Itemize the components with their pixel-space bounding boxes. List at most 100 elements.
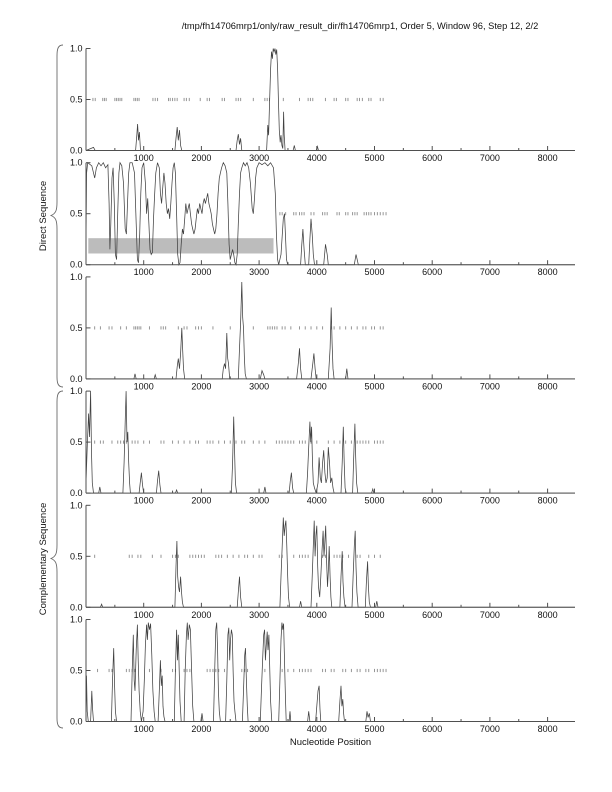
- x-tick-label: 1000: [134, 610, 154, 620]
- y-tick-labels: 0.0 0.5 1.0: [70, 500, 83, 612]
- x-tick-labels: 1000 2000 3000 4000 5000 6000 7000 8000: [134, 610, 558, 620]
- half-threshold-marks: [94, 326, 384, 330]
- x-tick-label: 5000: [364, 610, 384, 620]
- x-tick-labels: 1000 2000 3000 4000 5000 6000 7000 8000: [134, 381, 558, 391]
- signal-trace: [85, 48, 575, 151]
- x-tick-label: 7000: [480, 267, 500, 277]
- x-tick-label: 6000: [422, 610, 442, 620]
- x-tick-label: 2000: [191, 496, 211, 506]
- y-tick-labels: 0.0 0.5 1.0: [70, 272, 83, 384]
- x-tick-label: 3000: [249, 610, 269, 620]
- y-tick-label: 1.0: [70, 500, 83, 510]
- y-tick-label: 0.5: [70, 551, 83, 561]
- y-tick-label: 0.0: [70, 374, 83, 384]
- x-tick-label: 3000: [249, 267, 269, 277]
- x-tick-labels: 1000 2000 3000 4000 5000 6000 7000 8000: [134, 153, 558, 163]
- complementary-sequence-label: Complementary Sequence: [38, 502, 49, 616]
- x-tick-label: 1000: [134, 267, 154, 277]
- panel-axes: [85, 276, 575, 380]
- y-tick-label: 1.0: [70, 272, 83, 282]
- y-tick-labels: 0.0 0.5 1.0: [70, 615, 83, 727]
- x-tick-label: 6000: [422, 267, 442, 277]
- panel-complementary-frame-1: 1000 2000 3000 4000 5000 6000 7000 8000 0.0 0.5 1.…: [70, 386, 575, 506]
- panel-group: 1000 2000 3000 4000 5000 6000 7000 8000 0.0 0.5 1.…: [70, 44, 575, 734]
- x-tick-label: 5000: [364, 381, 384, 391]
- x-tick-label: 6000: [422, 381, 442, 391]
- x-tick-label: 3000: [249, 153, 269, 163]
- panel-axes: [85, 162, 575, 266]
- x-tick-label: 5000: [364, 496, 384, 506]
- signal-trace: [86, 281, 575, 380]
- y-tick-label: 0.0: [70, 260, 83, 270]
- y-tick-label: 0.5: [70, 437, 83, 447]
- panel-axes: [85, 504, 575, 608]
- half-threshold-marks: [97, 668, 387, 673]
- panel-axes: [85, 48, 575, 151]
- x-tick-label: 7000: [480, 724, 500, 734]
- y-tick-label: 0.0: [70, 717, 83, 727]
- x-tick-label: 6000: [422, 153, 442, 163]
- signal-trace: [86, 517, 575, 608]
- signal-trace: [85, 391, 575, 494]
- y-tick-label: 1.0: [70, 615, 83, 625]
- y-tick-label: 1.0: [70, 386, 83, 396]
- panel-complementary-frame-2: 1000 2000 3000 4000 5000 6000 7000 8000 0.0 0.5 1.…: [70, 500, 575, 620]
- x-tick-labels: 1000 2000 3000 4000 5000 6000 7000 8000: [134, 724, 558, 734]
- x-tick-label: 6000: [422, 724, 442, 734]
- direct-sequence-brace: [49, 44, 64, 388]
- complementary-sequence-brace: [49, 390, 64, 729]
- y-tick-labels: 0.0 0.5 1.0: [70, 44, 83, 156]
- y-tick-labels: 0.0 0.5 1.0: [70, 158, 83, 270]
- x-tick-label: 4000: [307, 724, 327, 734]
- x-tick-label: 8000: [538, 381, 558, 391]
- x-tick-label: 7000: [480, 496, 500, 506]
- half-threshold-marks: [94, 554, 381, 558]
- direct-sequence-label: Direct Sequence: [38, 180, 49, 252]
- y-tick-label: 0.5: [70, 209, 83, 219]
- x-tick-label: 1000: [134, 153, 154, 163]
- half-threshold-marks: [92, 97, 384, 102]
- half-threshold-marks: [279, 212, 387, 216]
- panel-axes: [85, 619, 575, 722]
- signal-trace: [85, 161, 575, 266]
- x-tick-label: 3000: [249, 381, 269, 391]
- x-tick-label: 2000: [191, 267, 211, 277]
- x-tick-label: 2000: [191, 724, 211, 734]
- x-tick-label: 4000: [307, 381, 327, 391]
- panel-axes: [85, 390, 575, 494]
- y-tick-label: 1.0: [70, 158, 83, 168]
- x-tick-label: 8000: [538, 267, 558, 277]
- x-tick-label: 4000: [307, 610, 327, 620]
- x-tick-label: 5000: [364, 153, 384, 163]
- x-tick-label: 3000: [249, 496, 269, 506]
- x-axis-label: Nucleotide Position: [289, 737, 372, 748]
- signal-trace: [85, 622, 575, 722]
- y-tick-label: 0.5: [70, 666, 83, 676]
- half-threshold-marks: [94, 440, 384, 444]
- x-tick-label: 7000: [480, 381, 500, 391]
- panel-direct-frame-2: 1000 2000 3000 4000 5000 6000 7000 8000 0.0 0.5 1.…: [70, 158, 575, 277]
- x-tick-label: 6000: [422, 496, 442, 506]
- x-tick-label: 2000: [191, 381, 211, 391]
- panel-complementary-frame-3: 1000 2000 3000 4000 5000 6000 7000 8000 0.0 0.5 1.…: [70, 615, 575, 734]
- x-tick-labels: 1000 2000 3000 4000 5000 6000 7000 8000: [134, 496, 558, 506]
- x-tick-label: 8000: [538, 153, 558, 163]
- x-tick-label: 5000: [364, 267, 384, 277]
- y-tick-label: 0.5: [70, 95, 83, 105]
- x-tick-label: 8000: [538, 610, 558, 620]
- x-tick-label: 2000: [191, 610, 211, 620]
- x-tick-label: 4000: [307, 267, 327, 277]
- x-tick-label: 8000: [538, 496, 558, 506]
- x-tick-label: 1000: [134, 724, 154, 734]
- x-tick-label: 2000: [191, 153, 211, 163]
- x-tick-label: 7000: [480, 153, 500, 163]
- y-tick-label: 0.0: [70, 488, 83, 498]
- y-tick-label: 1.0: [70, 44, 83, 54]
- x-tick-label: 1000: [134, 381, 154, 391]
- y-tick-label: 0.0: [70, 146, 83, 156]
- y-tick-label: 0.5: [70, 323, 83, 333]
- panel-direct-frame-1: 1000 2000 3000 4000 5000 6000 7000 8000 0.0 0.5 1.…: [70, 44, 575, 163]
- x-tick-labels: 1000 2000 3000 4000 5000 6000 7000 8000: [134, 267, 558, 277]
